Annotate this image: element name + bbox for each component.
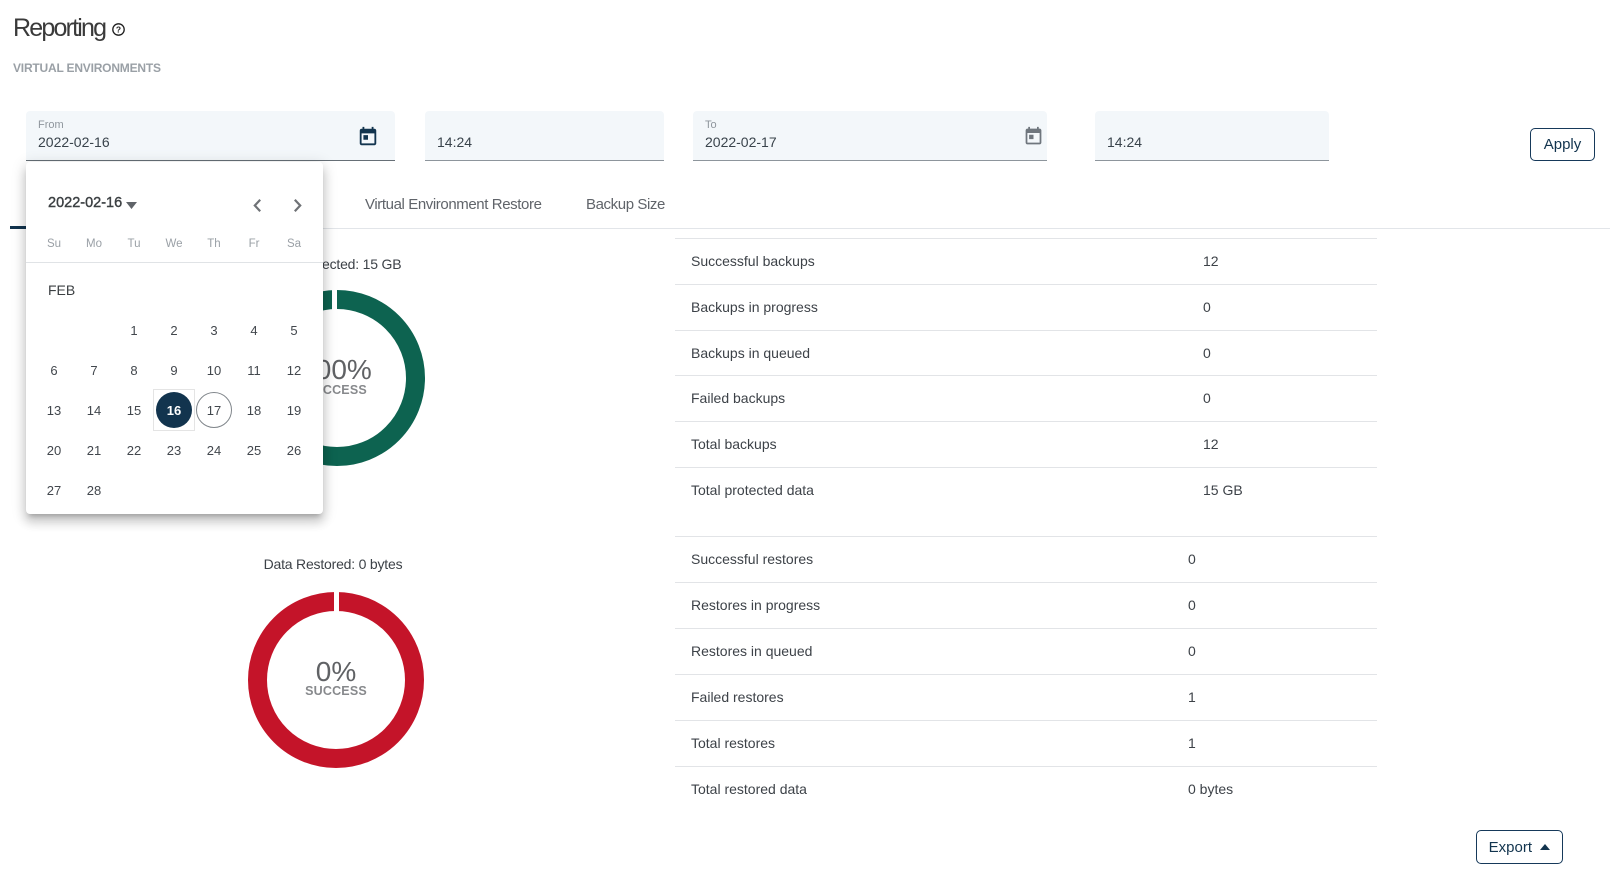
svg-text:?: ? (116, 25, 121, 35)
